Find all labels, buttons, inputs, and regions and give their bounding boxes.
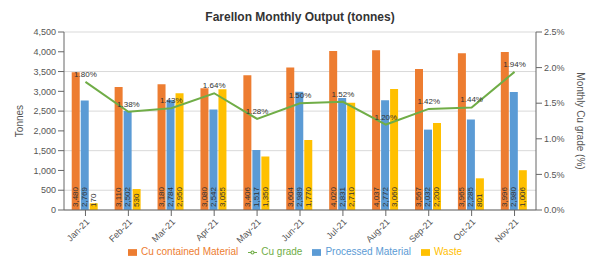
svg-text:Monthly Cu grade (%): Monthly Cu grade (%) (575, 72, 586, 169)
svg-text:1.50%: 1.50% (289, 91, 312, 100)
svg-text:3,080: 3,080 (200, 186, 209, 207)
svg-text:0.0%: 0.0% (544, 205, 565, 215)
svg-text:3,996: 3,996 (500, 186, 509, 207)
svg-text:1.44%: 1.44% (460, 95, 483, 104)
svg-text:3,567: 3,567 (414, 186, 423, 207)
svg-text:1.20%: 1.20% (374, 113, 397, 122)
svg-text:Aug-21: Aug-21 (364, 217, 392, 245)
svg-text:4,020: 4,020 (329, 186, 338, 207)
svg-text:1.52%: 1.52% (332, 90, 355, 99)
svg-text:3,965: 3,965 (457, 186, 466, 207)
svg-text:1,517: 1,517 (252, 186, 261, 207)
svg-text:500: 500 (41, 185, 56, 195)
svg-text:2,772: 2,772 (381, 186, 390, 207)
svg-text:2,200: 2,200 (432, 186, 441, 207)
svg-text:2,000: 2,000 (33, 126, 56, 136)
svg-text:4,500: 4,500 (33, 27, 56, 37)
svg-text:Jul-21: Jul-21 (324, 217, 348, 241)
svg-text:1.64%: 1.64% (203, 81, 226, 90)
svg-text:3,500: 3,500 (33, 67, 56, 77)
svg-text:2,769: 2,769 (80, 186, 89, 207)
svg-text:2,831: 2,831 (338, 186, 347, 207)
svg-text:1.80%: 1.80% (74, 70, 97, 79)
svg-text:1.38%: 1.38% (117, 100, 140, 109)
svg-text:1.28%: 1.28% (246, 107, 269, 116)
svg-text:2,032: 2,032 (423, 186, 432, 207)
svg-text:4,000: 4,000 (33, 47, 56, 57)
svg-text:2,710: 2,710 (347, 186, 356, 207)
svg-text:Feb-21: Feb-21 (107, 217, 134, 244)
html-text:Processed Material: Processed Material (325, 246, 411, 257)
svg-text:3,000: 3,000 (33, 87, 56, 97)
svg-text:Mar-21: Mar-21 (150, 217, 177, 244)
svg-text:170: 170 (89, 193, 98, 207)
svg-text:May-21: May-21 (235, 217, 263, 245)
svg-text:2.0%: 2.0% (544, 63, 565, 73)
svg-text:0: 0 (51, 205, 56, 215)
svg-text:2,285: 2,285 (466, 186, 475, 207)
svg-text:3,180: 3,180 (157, 186, 166, 207)
svg-text:1.5%: 1.5% (544, 98, 565, 108)
svg-text:Sep-21: Sep-21 (407, 217, 435, 245)
svg-text:3,406: 3,406 (243, 186, 252, 207)
html-text:Waste: Waste (434, 246, 462, 257)
svg-text:1.43%: 1.43% (160, 96, 183, 105)
svg-text:1,006: 1,006 (518, 186, 527, 207)
svg-text:2,784: 2,784 (166, 186, 175, 207)
svg-text:1.94%: 1.94% (503, 60, 526, 69)
svg-text:3,055: 3,055 (218, 186, 227, 207)
svg-text:Oct-21: Oct-21 (451, 217, 477, 243)
svg-text:2,980: 2,980 (509, 186, 518, 207)
svg-text:4,037: 4,037 (372, 186, 381, 207)
svg-text:Nov-21: Nov-21 (493, 217, 521, 245)
html-text:Cu grade: Cu grade (261, 246, 303, 257)
svg-text:1,350: 1,350 (261, 186, 270, 207)
svg-text:3,060: 3,060 (390, 186, 399, 207)
svg-text:0.5%: 0.5% (544, 170, 565, 180)
svg-text:530: 530 (132, 193, 141, 207)
svg-text:1.42%: 1.42% (417, 97, 440, 106)
html-text:Farellon Monthly Output (tonne: Farellon Monthly Output (tonnes) (205, 10, 395, 24)
svg-text:3,604: 3,604 (286, 186, 295, 207)
svg-text:2,950: 2,950 (175, 186, 184, 207)
svg-text:3,110: 3,110 (114, 187, 123, 207)
svg-text:Apr-21: Apr-21 (194, 217, 220, 243)
svg-text:2,500: 2,500 (33, 106, 56, 116)
svg-text:1,500: 1,500 (33, 146, 56, 156)
svg-text:2.5%: 2.5% (544, 27, 565, 37)
svg-text:3,480: 3,480 (71, 186, 80, 207)
svg-text:Jan-21: Jan-21 (65, 217, 92, 244)
svg-text:2,989: 2,989 (295, 186, 304, 207)
svg-text:Tonnes: Tonnes (14, 105, 25, 137)
svg-text:801: 801 (475, 193, 484, 207)
svg-text:1,000: 1,000 (33, 166, 56, 176)
svg-text:Jun-21: Jun-21 (279, 217, 306, 244)
svg-text:2,542: 2,542 (209, 186, 218, 207)
html-text:Cu contained Material: Cu contained Material (141, 246, 239, 257)
svg-text:2,502: 2,502 (123, 186, 132, 207)
svg-text:1.0%: 1.0% (544, 134, 565, 144)
svg-text:1,770: 1,770 (304, 186, 313, 207)
